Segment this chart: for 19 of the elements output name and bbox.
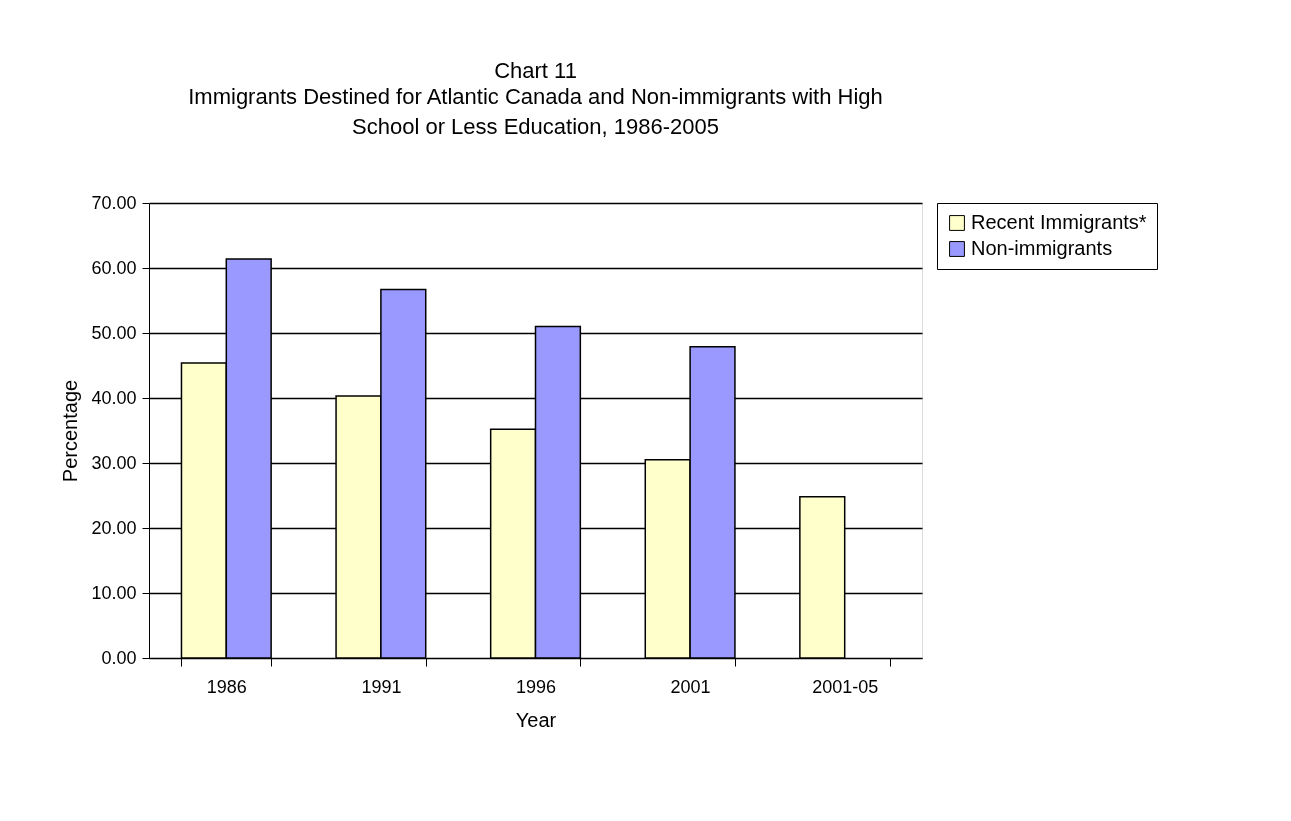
y-tick-label: 10.00 xyxy=(91,582,137,603)
x-tick-label: 2001-05 xyxy=(812,676,879,697)
y-tick-label: 70.00 xyxy=(91,192,137,213)
x-tick-label: 1996 xyxy=(515,676,557,697)
y-axis-title: Percentage xyxy=(59,379,82,483)
chart-subtitle: Immigrants Destined for Atlantic Canada and Non-immigrants with High School or Less Education, 1986-2005 xyxy=(188,84,883,139)
y-tick-label: 50.00 xyxy=(91,322,137,343)
y-tick-label: 60.00 xyxy=(91,257,137,278)
y-tick-label: 0.00 xyxy=(101,647,137,668)
y-tick-label: 20.00 xyxy=(91,517,137,538)
x-axis-title: Year xyxy=(515,708,557,731)
x-tick-label: 1986 xyxy=(206,676,247,697)
legend-label: Recent Immigrants* xyxy=(971,211,1147,233)
legend-label: Non-immigrants xyxy=(971,237,1113,259)
y-tick-label: 30.00 xyxy=(91,452,137,473)
y-tick-label: 40.00 xyxy=(91,387,137,408)
x-tick-label: 2001 xyxy=(670,676,711,697)
chart-title: Chart 11 xyxy=(494,58,577,83)
x-tick-label: 1991 xyxy=(361,676,402,697)
